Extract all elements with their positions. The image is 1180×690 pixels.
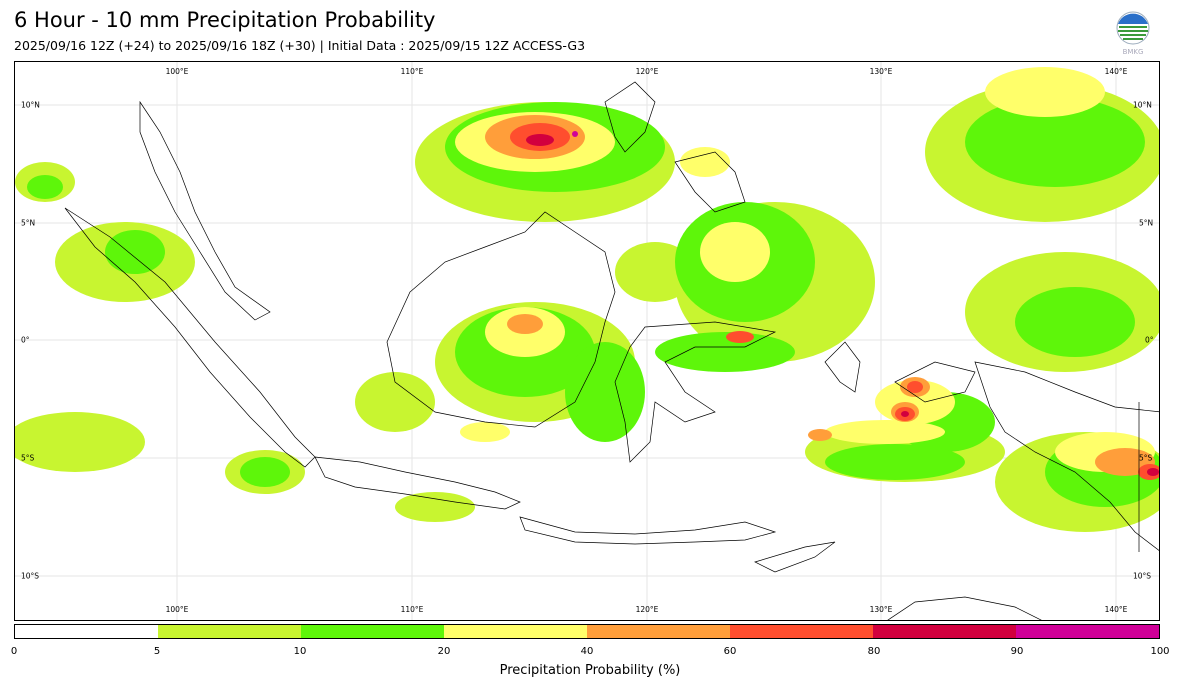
lat-label-10n-left: 10°N [21, 100, 40, 110]
precip-field [15, 67, 1159, 532]
lon-label-120e-top: 120°E [635, 67, 659, 76]
colorbar [14, 624, 1160, 639]
lat-label-5n-right: 5°N [1139, 218, 1154, 228]
map-canvas [15, 62, 1159, 620]
lon-label-140e-top: 140°E [1104, 67, 1128, 76]
colorbar-tick-80: 80 [867, 646, 881, 657]
lon-label-130e-bottom: 130°E [869, 605, 893, 614]
colorbar-tick-100: 100 [1150, 646, 1170, 657]
precipitation-map: 100°E 110°E 120°E 130°E 140°E 100°E 110°… [14, 61, 1160, 621]
lat-label-5s-left: 5°S [21, 453, 35, 463]
colorbar-tick-20: 20 [437, 646, 451, 657]
chart-subtitle: 2025/09/16 12Z (+24) to 2025/09/16 18Z (… [14, 38, 586, 53]
lon-label-110e-top: 110°E [400, 67, 424, 76]
colorbar-tick-90: 90 [1010, 646, 1024, 657]
colorbar-segment-60-80 [730, 625, 873, 638]
coastlines [64, 81, 1159, 620]
colorbar-segment-40-60 [587, 625, 730, 638]
colorbar-tick-0: 0 [10, 646, 18, 657]
lat-label-0-right: 0° [1145, 335, 1154, 345]
lat-label-0-left: 0° [21, 335, 30, 345]
lat-label-5s-right: 5°S [1139, 453, 1153, 463]
lon-label-140e-bottom: 140°E [1104, 605, 1128, 614]
svg-text:BMKG: BMKG [1123, 48, 1144, 56]
chart-title: 6 Hour - 10 mm Precipitation Probability [14, 8, 436, 32]
lat-label-10s-right: 10°S [1133, 571, 1152, 581]
lat-label-10s-left: 10°S [21, 571, 40, 581]
lon-label-120e-bottom: 120°E [635, 605, 659, 614]
lon-label-100e-top: 100°E [165, 67, 189, 76]
lat-label-10n-right: 10°N [1133, 100, 1152, 110]
colorbar-tick-60: 60 [723, 646, 737, 657]
colorbar-tick-40: 40 [580, 646, 594, 657]
lat-label-5n-left: 5°N [21, 218, 36, 228]
colorbar-segment-90-100 [1016, 625, 1159, 638]
colorbar-segment-80-90 [873, 625, 1016, 638]
colorbar-segment-0-5 [15, 625, 158, 638]
colorbar-segment-10-20 [301, 625, 444, 638]
colorbar-tick-5: 5 [153, 646, 161, 657]
lon-label-100e-bottom: 100°E [165, 605, 189, 614]
bmkg-logo-icon: BMKG [1112, 10, 1154, 56]
colorbar-segment-5-10 [158, 625, 301, 638]
colorbar-tick-10: 10 [293, 646, 307, 657]
colorbar-label: Precipitation Probability (%) [499, 663, 681, 678]
colorbar-segment-20-40 [444, 625, 587, 638]
lon-label-110e-bottom: 110°E [400, 605, 424, 614]
lon-label-130e-top: 130°E [869, 67, 893, 76]
